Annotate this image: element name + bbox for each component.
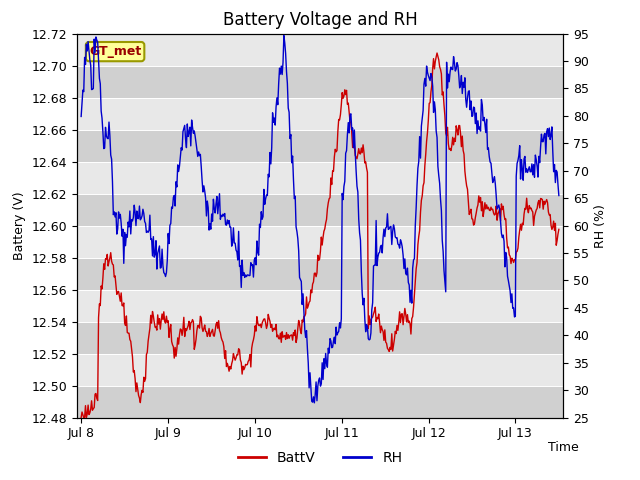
RH [261,202,269,207]
BattV [295,318,303,324]
Text: GT_met: GT_met [89,45,141,58]
BattV [555,227,563,232]
BattV [261,316,269,322]
Bar [77,193,563,226]
Bar [77,34,563,66]
Bar [77,97,563,130]
Bar [77,130,563,162]
RH [280,33,288,38]
Line: RH: RH [81,36,559,403]
RH [77,114,85,120]
BattV [433,50,441,56]
RH [296,275,303,280]
BattV [499,207,506,213]
Legend: BattV, RH: BattV, RH [232,445,408,471]
BattV [499,204,507,209]
Bar [77,162,563,193]
Y-axis label: RH (%): RH (%) [595,204,607,248]
RH [555,192,563,198]
RH [500,239,508,244]
Title: Battery Voltage and RH: Battery Voltage and RH [223,11,417,29]
Y-axis label: Battery (V): Battery (V) [13,192,26,260]
Bar [77,289,563,322]
Bar [77,258,563,289]
BattV [408,316,415,322]
BattV [112,283,120,288]
Bar [77,385,563,418]
RH [499,232,507,238]
Bar [77,322,563,354]
RH [310,400,318,406]
RH [410,257,417,263]
BattV [77,415,85,420]
Bar [77,226,563,258]
Bar [77,66,563,97]
RH [112,210,120,216]
Line: BattV: BattV [81,53,559,418]
Bar [77,354,563,385]
Text: Time: Time [548,441,579,454]
